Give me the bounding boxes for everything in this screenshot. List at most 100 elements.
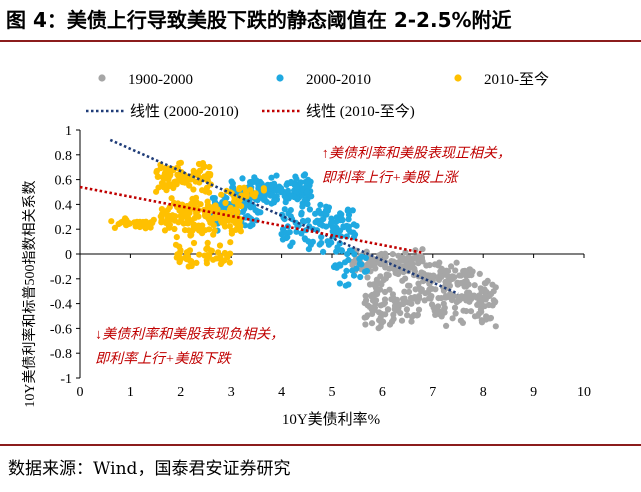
- point-2010: [216, 242, 224, 249]
- point-2010: [221, 257, 228, 264]
- point-1900: [460, 307, 467, 314]
- point-2010: [161, 176, 168, 183]
- point-2010: [197, 201, 204, 208]
- point-2010: [180, 174, 187, 181]
- point-1900: [399, 277, 406, 284]
- point-2010: [218, 219, 225, 226]
- point-2010: [228, 230, 235, 237]
- point-2010: [226, 259, 233, 266]
- point-2000: [303, 200, 311, 207]
- point-2010: [143, 221, 151, 228]
- point-1900: [474, 312, 481, 319]
- point-1900: [477, 306, 484, 313]
- point-1900: [419, 246, 426, 253]
- point-2010: [158, 219, 165, 226]
- y-tick-label: 0.8: [55, 149, 73, 164]
- point-2010: [193, 259, 200, 266]
- point-1900: [395, 252, 402, 259]
- point-1900: [411, 294, 418, 301]
- x-tick-label: 3: [228, 385, 235, 400]
- annotation-text: ↓美债利率和美股表现负相关，: [95, 326, 284, 342]
- point-2010: [188, 262, 195, 270]
- point-2000: [255, 183, 262, 190]
- point-1900: [443, 322, 450, 329]
- point-2000: [317, 201, 324, 208]
- point-1900: [361, 300, 368, 307]
- point-1900: [389, 291, 396, 298]
- point-2010: [173, 254, 180, 261]
- point-1900: [449, 315, 456, 322]
- point-2000: [316, 221, 323, 228]
- point-1900: [403, 261, 410, 268]
- point-2010: [171, 225, 178, 233]
- point-2010: [195, 160, 203, 168]
- point-1900: [383, 271, 390, 278]
- y-tick-label: -0.4: [50, 298, 72, 313]
- point-2000: [295, 222, 302, 229]
- point-2010: [196, 251, 203, 258]
- point-2000: [350, 272, 358, 279]
- point-2010: [118, 219, 125, 226]
- point-1900: [411, 312, 418, 319]
- point-2000: [242, 222, 249, 229]
- point-1900: [397, 257, 404, 264]
- point-2010: [108, 218, 115, 225]
- point-2000: [273, 172, 280, 179]
- point-2010: [158, 206, 165, 213]
- source-rule: [0, 444, 641, 446]
- point-2000: [344, 207, 351, 214]
- x-tick-label: 9: [530, 385, 537, 400]
- point-2000: [335, 229, 342, 236]
- point-2010: [206, 189, 213, 196]
- point-2010: [184, 220, 191, 227]
- point-1900: [448, 263, 455, 270]
- y-axis-label: 10Y美债利率和标普500指数相关系数: [21, 180, 38, 407]
- point-2010: [203, 260, 210, 267]
- x-tick-label: 1: [127, 385, 134, 400]
- trendline-2010-now: [79, 185, 423, 255]
- y-tick-label: 0.2: [55, 223, 73, 238]
- point-2000: [358, 261, 365, 268]
- point-2010: [242, 188, 250, 195]
- point-2010: [190, 186, 197, 193]
- point-2010: [238, 203, 245, 210]
- y-tick-label: -0.6: [50, 322, 72, 337]
- point-1900: [403, 306, 410, 313]
- point-2010: [190, 226, 197, 233]
- point-2010: [177, 159, 184, 166]
- point-1900: [432, 311, 439, 318]
- point-2000: [320, 248, 327, 255]
- point-2010: [192, 194, 200, 201]
- axes: 1 0.8 0.6 0.4 0.2 0 -0.2 -0.4 -0.6 -0.8 -1 0 1 2 3 4 5 6 7…: [50, 124, 591, 400]
- point-2010: [210, 231, 217, 238]
- point-1900: [380, 318, 387, 325]
- point-2000: [338, 215, 345, 222]
- point-2000: [322, 211, 329, 218]
- point-1900: [371, 261, 378, 268]
- point-1900: [364, 274, 371, 281]
- point-2010: [191, 214, 198, 221]
- y-tick-label: 1: [65, 124, 72, 139]
- point-1900: [426, 262, 433, 269]
- point-1900: [415, 306, 423, 313]
- x-tick-label: 0: [77, 385, 84, 400]
- x-tick-label: 10: [577, 385, 591, 400]
- point-1900: [416, 285, 423, 292]
- x-axis-label: 10Y美债利率%: [282, 411, 380, 428]
- x-tick-label: 4: [278, 385, 285, 400]
- point-1900: [401, 288, 408, 295]
- point-2000: [293, 228, 300, 235]
- point-2000: [299, 203, 306, 210]
- point-2010: [186, 182, 193, 189]
- point-2000: [284, 187, 292, 194]
- point-1900: [459, 319, 466, 326]
- trendlines: [79, 138, 459, 295]
- point-2000: [211, 195, 218, 202]
- point-2010: [159, 210, 166, 218]
- point-1900: [424, 272, 432, 279]
- point-2000: [242, 202, 249, 209]
- legend-label-2000: 2000-2010: [306, 72, 371, 88]
- point-2000: [343, 267, 350, 274]
- annotation-text: 即利率上行+美股下跌: [95, 351, 232, 367]
- point-1900: [395, 270, 402, 278]
